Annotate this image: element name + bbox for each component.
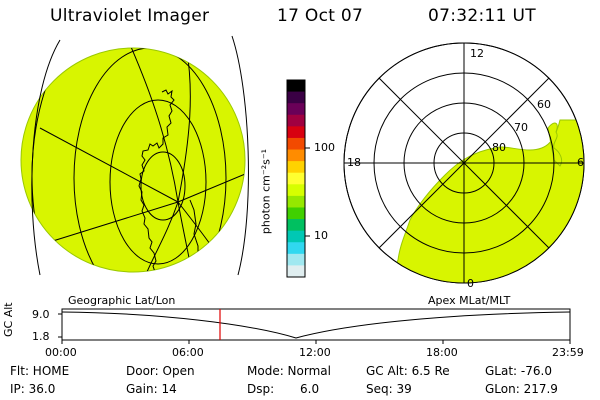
coastline xyxy=(138,89,199,272)
timeline-xtick-1800: 18:00 xyxy=(426,346,458,359)
colorbar-band xyxy=(287,172,305,185)
dsp-value: 6.0 xyxy=(300,382,320,396)
app-title: Ultraviolet Imager xyxy=(50,6,210,26)
colorbar-tick-10: 10 xyxy=(314,229,328,242)
ip-value: IP: 36.0 xyxy=(10,382,56,396)
gain-value: Gain: 14 xyxy=(126,382,177,396)
colorbar-band xyxy=(287,207,305,220)
colorbar-band xyxy=(287,195,305,208)
colorbar-band xyxy=(287,265,305,278)
colorbar-band xyxy=(287,80,305,93)
mlat-label-80: 80 xyxy=(492,141,506,154)
apex-label: Apex MLat/MLT xyxy=(428,294,511,307)
gc-alt-value: GC Alt: 6.5 Re xyxy=(366,364,450,378)
colorbar-band xyxy=(287,91,305,104)
colorbar-unit-label: photon cm⁻²s⁻¹ xyxy=(259,148,273,235)
glat-value: GLat: -76.0 xyxy=(485,364,552,378)
timeline-xtick-2359: 23:59 xyxy=(552,346,584,359)
altitude-timeline xyxy=(58,308,571,344)
mlt-label-18: 18 xyxy=(347,156,361,169)
seq-value: Seq: 39 xyxy=(366,382,412,396)
mlat-label-60: 60 xyxy=(537,98,551,111)
flight-status: Flt: HOME xyxy=(10,364,70,378)
altitude-curve xyxy=(61,311,571,339)
colorbar-band xyxy=(287,137,305,151)
mlt-label-6: 6 xyxy=(577,156,584,169)
time-label: 07:32:11 UT xyxy=(428,6,536,26)
mlat-label-70: 70 xyxy=(514,121,528,134)
mlt-label-12: 12 xyxy=(470,47,484,60)
mlt-spokes xyxy=(344,43,584,283)
mlt-label-0: 0 xyxy=(467,277,474,290)
colorbar-tick-100: 100 xyxy=(314,141,335,154)
colorbar-band xyxy=(287,230,305,243)
colorbar-band xyxy=(287,126,305,139)
timeline-y-label: GC Alt xyxy=(2,302,15,337)
glon-value: GLon: 217.9 xyxy=(485,382,558,396)
timeline-xtick-1200: 12:00 xyxy=(299,346,331,359)
colorbar-band xyxy=(287,253,305,266)
colorbar-band xyxy=(287,103,305,116)
colorbar-band xyxy=(287,149,305,162)
polar-map xyxy=(343,42,585,284)
timeline-xtick-0000: 00:00 xyxy=(45,346,77,359)
mode-status: Mode: Normal xyxy=(247,364,331,378)
timeline-xtick-0600: 06:00 xyxy=(172,346,204,359)
colorbar-band xyxy=(287,242,305,255)
colorbar-band xyxy=(287,161,305,174)
geographic-label: Geographic Lat/Lon xyxy=(68,294,176,307)
geographic-map xyxy=(20,47,246,273)
timeline-ytick-1-8: 1.8 xyxy=(32,330,50,343)
colorbar-band xyxy=(287,219,305,232)
date-label: 17 Oct 07 xyxy=(277,6,364,26)
dsp-label: Dsp: xyxy=(247,382,275,396)
colorbar-band xyxy=(287,114,305,127)
timeline-ytick-9: 9.0 xyxy=(32,308,50,321)
door-status: Door: Open xyxy=(126,364,195,378)
colorbar xyxy=(286,79,310,278)
colorbar-band xyxy=(287,184,305,197)
